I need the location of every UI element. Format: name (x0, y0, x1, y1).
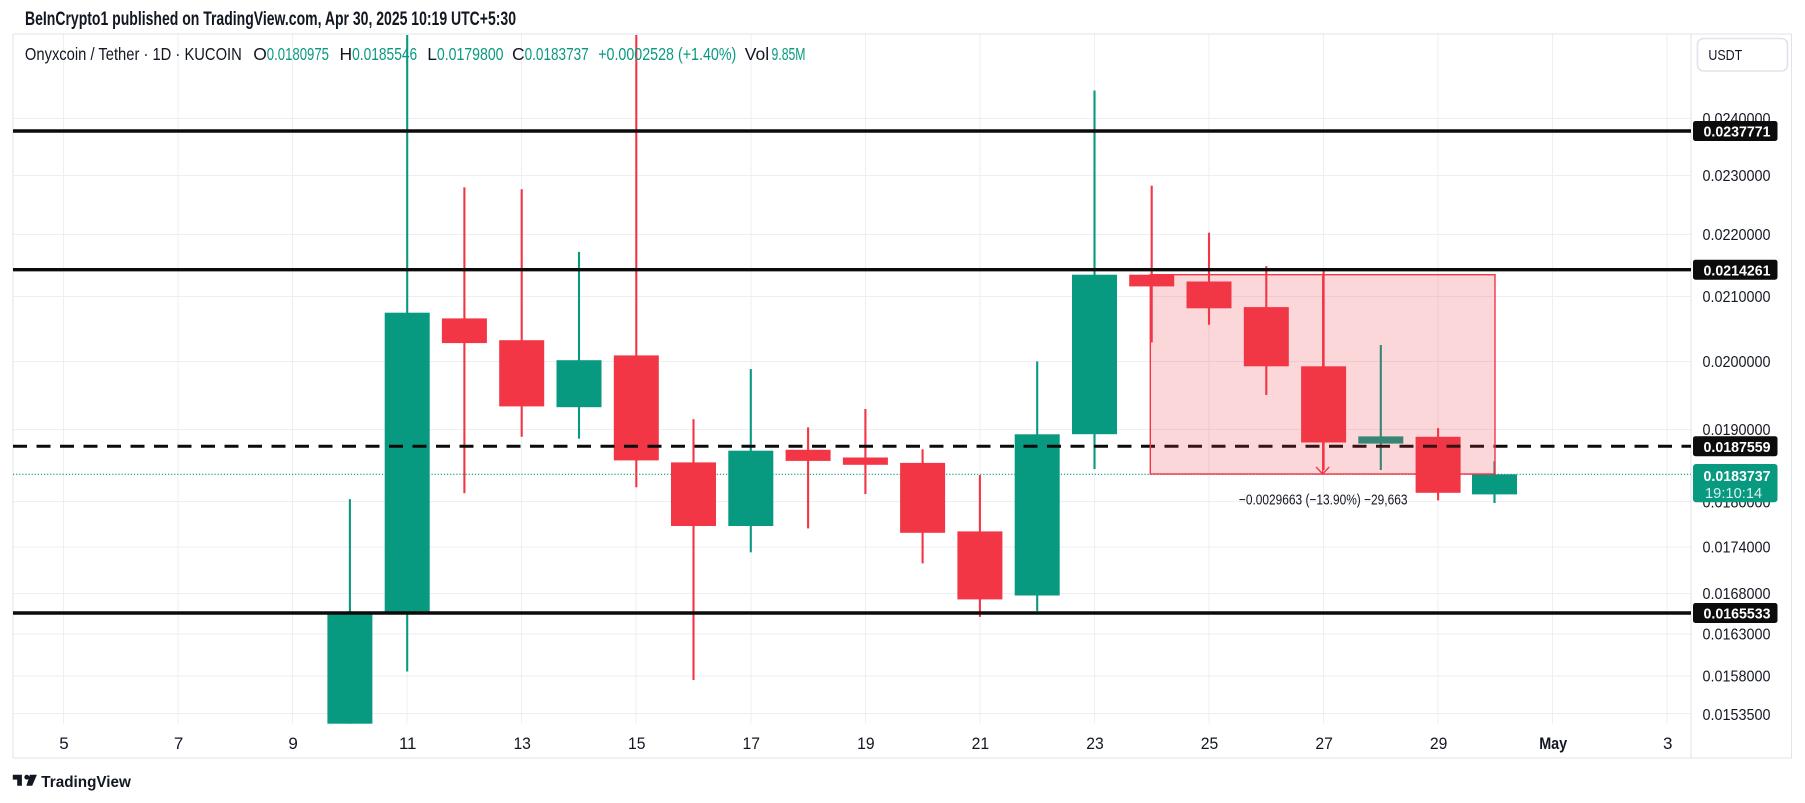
svg-text:L: L (427, 44, 437, 64)
svg-text:0.0190000: 0.0190000 (1703, 422, 1771, 439)
svg-text:17: 17 (743, 734, 761, 753)
svg-text:0.0174000: 0.0174000 (1703, 540, 1771, 557)
svg-text:C: C (512, 44, 525, 64)
svg-text:3: 3 (1663, 734, 1672, 753)
svg-text:11: 11 (399, 734, 417, 753)
svg-text:0.0163000: 0.0163000 (1703, 626, 1771, 643)
svg-text:0.0183737: 0.0183737 (1704, 468, 1771, 485)
svg-text:25: 25 (1201, 734, 1219, 753)
svg-text:TradingView: TradingView (41, 774, 131, 791)
svg-text:0.0230000: 0.0230000 (1703, 168, 1771, 185)
svg-text:0.0185546: 0.0185546 (352, 44, 417, 64)
svg-text:BeInCrypto1 published on Tradi: BeInCrypto1 published on TradingView.com… (25, 9, 516, 30)
svg-text:0.0237771: 0.0237771 (1704, 124, 1771, 141)
svg-text:May: May (1539, 734, 1567, 753)
svg-text:0.0179800: 0.0179800 (437, 44, 504, 64)
svg-text:0.0214261: 0.0214261 (1704, 262, 1771, 279)
svg-text:21: 21 (972, 734, 990, 753)
svg-text:5: 5 (59, 734, 68, 753)
svg-text:0.0210000: 0.0210000 (1703, 289, 1771, 306)
svg-text:−0.0029663 (−13.90%) −29,663: −0.0029663 (−13.90%) −29,663 (1239, 493, 1408, 509)
svg-text:Vol: Vol (745, 44, 769, 64)
svg-text:27: 27 (1315, 734, 1333, 753)
svg-text:Onyxcoin / Tether · 1D · KUCOI: Onyxcoin / Tether · 1D · KUCOIN (25, 44, 242, 64)
svg-text:23: 23 (1086, 734, 1104, 753)
svg-text:0.0187559: 0.0187559 (1704, 439, 1771, 456)
svg-text:19: 19 (857, 734, 875, 753)
svg-text:0.0220000: 0.0220000 (1703, 227, 1771, 244)
svg-text:0.0183737: 0.0183737 (525, 44, 589, 64)
svg-text:9.85M: 9.85M (772, 44, 806, 64)
svg-text:H: H (340, 44, 353, 64)
svg-text:0.0180975: 0.0180975 (267, 44, 329, 64)
svg-text:29: 29 (1430, 734, 1448, 753)
svg-text:0.0153500: 0.0153500 (1703, 707, 1771, 724)
svg-text:7: 7 (174, 734, 183, 753)
svg-text:19:10:14: 19:10:14 (1705, 485, 1762, 502)
svg-text:0.0165533: 0.0165533 (1704, 606, 1771, 623)
svg-text:9: 9 (288, 734, 297, 753)
svg-text:0.0158000: 0.0158000 (1703, 669, 1771, 686)
svg-text:0.0168000: 0.0168000 (1703, 586, 1771, 603)
svg-text:0.0200000: 0.0200000 (1703, 354, 1771, 371)
svg-text:13: 13 (513, 734, 531, 753)
svg-text:USDT: USDT (1708, 47, 1742, 64)
svg-text:15: 15 (628, 734, 646, 753)
svg-text:O: O (253, 44, 267, 64)
svg-text:+0.0002528 (+1.40%): +0.0002528 (+1.40%) (598, 44, 736, 64)
